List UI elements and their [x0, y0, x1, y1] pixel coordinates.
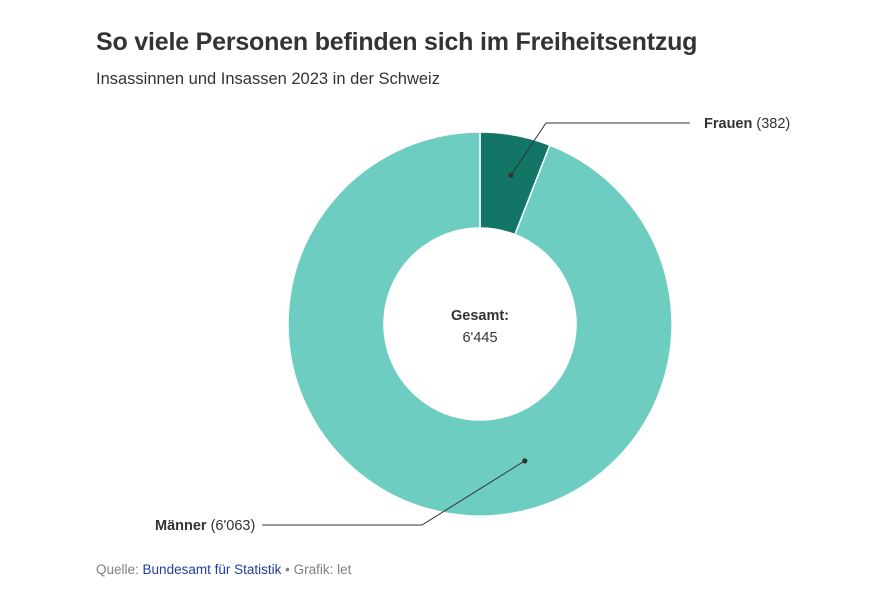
- slice-m-nner: [287, 131, 673, 517]
- slice-label-0: Frauen (382): [704, 116, 790, 132]
- slice-label-name: Männer: [155, 518, 207, 534]
- slice-label-value: (382): [752, 116, 790, 132]
- slice-label-name: Frauen: [704, 116, 752, 132]
- chart-title: So viele Personen befinden sich im Freih…: [96, 28, 698, 56]
- center-label: Gesamt:: [451, 308, 509, 324]
- leader-line-1: [262, 460, 526, 526]
- center-value: 6'445: [462, 330, 497, 346]
- chart-subtitle: Insassinnen und Insassen 2023 in der Sch…: [96, 70, 440, 88]
- graphic-credit: Grafik: let: [293, 562, 352, 577]
- source-footer: Quelle: Bundesamt für Statistik • Grafik…: [96, 562, 351, 577]
- leader-dot-0: [508, 172, 514, 178]
- slice-label-1: Männer (6'063): [155, 518, 255, 534]
- leader-line-0: [510, 122, 690, 176]
- footer-bullet: •: [285, 562, 290, 577]
- source-link[interactable]: Bundesamt für Statistik: [142, 562, 282, 577]
- leader-dot-1: [522, 458, 528, 464]
- slice-label-value: (6'063): [207, 518, 256, 534]
- source-prefix: Quelle:: [96, 562, 139, 577]
